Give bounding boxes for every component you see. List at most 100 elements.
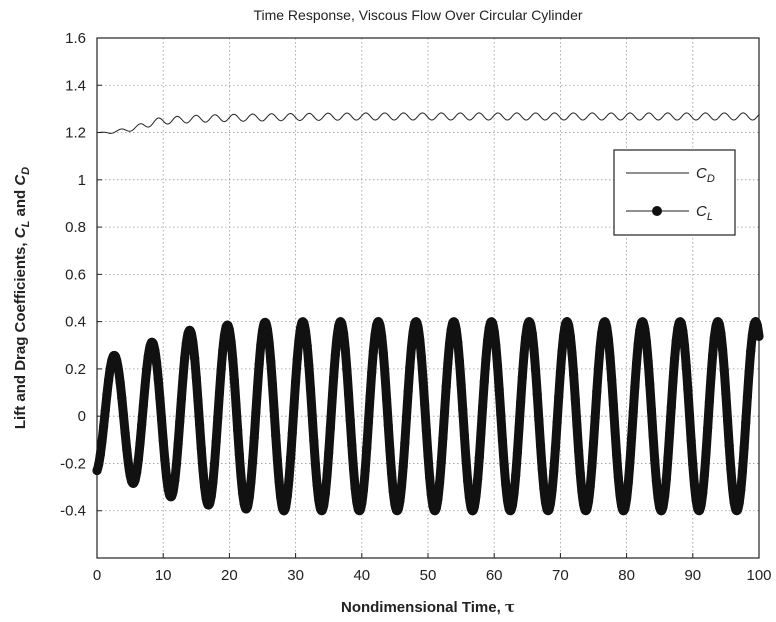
cl-point bbox=[292, 354, 302, 364]
cl-point bbox=[294, 336, 304, 346]
cl-point bbox=[168, 486, 178, 496]
cl-point bbox=[679, 341, 690, 351]
cl-point bbox=[188, 338, 198, 348]
cl-point bbox=[324, 448, 334, 458]
cl-point bbox=[186, 328, 196, 339]
cl-point bbox=[557, 346, 567, 356]
cl-point bbox=[140, 381, 150, 392]
cl-point bbox=[721, 389, 731, 399]
cl-point bbox=[287, 428, 297, 438]
cl-point bbox=[249, 433, 259, 443]
cl-point bbox=[626, 433, 637, 443]
cl-point bbox=[246, 477, 256, 487]
cl-point bbox=[330, 350, 340, 360]
x-tick-label: 10 bbox=[155, 567, 172, 584]
x-axis-label-symbol: τ bbox=[505, 598, 515, 616]
cl-point bbox=[481, 354, 491, 364]
cl-point bbox=[669, 354, 680, 364]
cl-point bbox=[668, 377, 678, 387]
cl-point bbox=[552, 418, 562, 428]
cl-point bbox=[696, 500, 706, 510]
cl-point bbox=[327, 397, 337, 407]
cl-point bbox=[436, 457, 446, 467]
cl-point bbox=[94, 459, 104, 470]
cl-point bbox=[151, 358, 162, 368]
cl-point bbox=[143, 351, 153, 361]
cl-point bbox=[367, 367, 377, 377]
cl-point bbox=[574, 445, 584, 456]
cl-point bbox=[377, 331, 387, 341]
cl-point bbox=[216, 365, 226, 375]
cl-point bbox=[473, 474, 483, 484]
cl-point bbox=[458, 405, 468, 415]
cl-point bbox=[746, 346, 756, 356]
cl-point bbox=[238, 488, 248, 498]
cl-point bbox=[115, 378, 125, 388]
cl-point bbox=[173, 439, 183, 449]
cl-point bbox=[396, 482, 407, 492]
cl-point bbox=[628, 407, 638, 417]
cl-point bbox=[137, 420, 147, 430]
cl-point bbox=[304, 360, 314, 371]
cl-point bbox=[247, 457, 258, 467]
cl-point bbox=[425, 472, 435, 482]
cl-point bbox=[666, 402, 676, 412]
cl-point bbox=[535, 441, 546, 451]
cl-point bbox=[703, 423, 713, 433]
cl-point bbox=[622, 494, 632, 504]
cl-point bbox=[274, 476, 284, 486]
cl-point bbox=[132, 467, 142, 477]
y-axis-label-cd: C bbox=[12, 174, 29, 186]
cl-point bbox=[593, 363, 604, 373]
cl-point bbox=[433, 494, 443, 504]
cl-point bbox=[299, 318, 309, 328]
cl-point bbox=[602, 322, 612, 332]
cl-point bbox=[509, 488, 519, 498]
cl-point bbox=[142, 364, 152, 375]
cl-point bbox=[612, 450, 622, 460]
x-tick-label: 40 bbox=[353, 567, 370, 584]
cl-point bbox=[130, 475, 140, 485]
cl-point bbox=[153, 374, 163, 384]
cl-point bbox=[564, 320, 574, 331]
cl-point bbox=[234, 449, 244, 460]
cl-point bbox=[233, 425, 243, 435]
cl-point bbox=[698, 488, 708, 498]
y-tick-label: -0.4 bbox=[60, 503, 86, 520]
cl-point bbox=[388, 487, 398, 497]
cl-point bbox=[615, 490, 625, 500]
cl-point bbox=[226, 337, 236, 347]
cl-point bbox=[343, 389, 354, 399]
cl-point bbox=[368, 346, 378, 356]
cl-point bbox=[585, 482, 595, 492]
y-axis-label: Lift and Drag Coefficients, CL and CD bbox=[12, 167, 32, 429]
cl-point bbox=[527, 329, 537, 339]
cl-point bbox=[474, 453, 484, 463]
cl-point bbox=[281, 502, 291, 512]
legend-box bbox=[613, 149, 736, 236]
cl-point bbox=[196, 443, 206, 453]
cl-point bbox=[243, 501, 253, 512]
cl-point bbox=[264, 338, 274, 348]
cl-point bbox=[570, 394, 580, 404]
cl-point bbox=[175, 417, 185, 427]
cl-point bbox=[421, 425, 431, 436]
cl-point bbox=[681, 360, 691, 371]
cl-point bbox=[302, 341, 312, 351]
cl-point bbox=[517, 372, 527, 382]
cl-point bbox=[648, 431, 658, 441]
cl-point bbox=[236, 471, 246, 481]
cl-point bbox=[158, 435, 168, 446]
cl-point bbox=[406, 342, 417, 353]
cl-point bbox=[214, 388, 225, 398]
cl-point bbox=[350, 483, 360, 493]
cl-point bbox=[487, 318, 498, 328]
cl-point bbox=[716, 329, 726, 339]
cl-point bbox=[122, 444, 132, 455]
y-tick-label: 0.6 bbox=[65, 266, 86, 283]
cl-point bbox=[688, 460, 698, 470]
cl-point bbox=[218, 345, 228, 355]
cl-point bbox=[309, 436, 319, 446]
x-tick-label: 80 bbox=[618, 567, 635, 584]
